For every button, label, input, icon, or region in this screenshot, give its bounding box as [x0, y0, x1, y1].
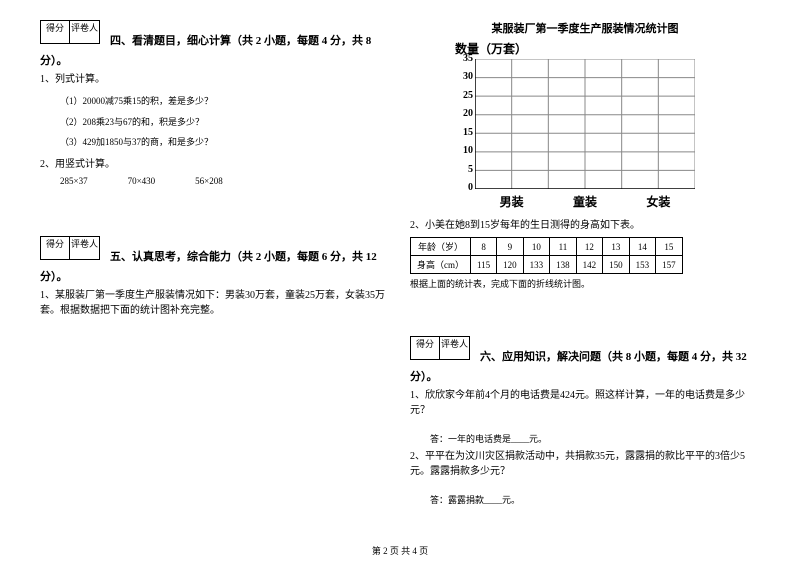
th: 14: [629, 238, 656, 256]
q4-1: 1、列式计算。: [40, 72, 390, 87]
td: 142: [576, 256, 603, 274]
td: 157: [656, 256, 683, 274]
x-labels: 男装 童装 女装: [475, 193, 695, 210]
xlabel: 女装: [646, 193, 670, 210]
grader-label: 评卷人: [440, 336, 470, 360]
score-label: 得分: [410, 336, 440, 360]
q4-1b: （2）208乘23与67的和，积是多少？: [60, 116, 390, 129]
td: 120: [497, 256, 524, 274]
y-axis-label: 数量（万套）: [455, 40, 725, 57]
table-hint: 根据上面的统计表，完成下面的折线统计图。: [410, 278, 760, 292]
grid-svg: [475, 59, 695, 189]
section-5-title: 五、认真思考，综合能力（共 2 小题，每题 6 分，共 12: [110, 248, 390, 264]
score-label: 得分: [40, 20, 70, 44]
grader-label: 评卷人: [70, 20, 100, 44]
grader-label: 评卷人: [70, 236, 100, 260]
section-5-title-end: 分）。: [40, 268, 390, 284]
td: 150: [603, 256, 630, 274]
td: 115: [471, 256, 497, 274]
ytick: 10: [453, 145, 473, 156]
th: 9: [497, 238, 524, 256]
th: 8: [471, 238, 497, 256]
q6-2: 2、平平在为汶川灾区捐款活动中，共捐款35元，露露捐的款比平平的3倍少5元。露露…: [410, 449, 760, 479]
section-4-title-end: 分）。: [40, 52, 390, 68]
chart-area: 数量（万套） 35 30 25 20 15 10 5 0: [445, 40, 725, 210]
td: 138: [550, 256, 577, 274]
ytick: 0: [453, 182, 473, 193]
a6-2: 答：露露捐款____元。: [430, 493, 760, 506]
ytick: 35: [453, 53, 473, 64]
ytick: 30: [453, 71, 473, 82]
ytick: 25: [453, 90, 473, 101]
q5-1: 1、某服装厂第一季度生产服装情况如下：男装30万套，童装25万套，女装35万套。…: [40, 288, 390, 318]
section-4-title: 四、看清题目，细心计算（共 2 小题，每题 4 分，共 8: [110, 32, 390, 48]
height-table: 年龄（岁） 8 9 10 11 12 13 14 15 身高（cm） 115 1…: [410, 237, 683, 274]
td: 身高（cm）: [411, 256, 471, 274]
th: 年龄（岁）: [411, 238, 471, 256]
th: 11: [550, 238, 577, 256]
table-intro: 2、小美在她8到15岁每年的生日测得的身高如下表。: [410, 218, 760, 233]
ytick: 20: [453, 108, 473, 119]
right-column: 某服装厂第一季度生产服装情况统计图 数量（万套） 35 30 25 20 15 …: [410, 20, 760, 530]
calc-row: 285×37 70×430 56×208: [60, 176, 390, 186]
ytick: 5: [453, 164, 473, 175]
chart-title: 某服装厂第一季度生产服装情况统计图: [410, 20, 760, 36]
table-row: 身高（cm） 115 120 133 138 142 150 153 157: [411, 256, 683, 274]
left-column: 得分 评卷人 四、看清题目，细心计算（共 2 小题，每题 4 分，共 8 分）。…: [40, 20, 390, 530]
page-footer: 第 2 页 共 4 页: [0, 544, 800, 557]
calc-2: 70×430: [128, 176, 156, 186]
td: 153: [629, 256, 656, 274]
th: 12: [576, 238, 603, 256]
th: 15: [656, 238, 683, 256]
calc-1: 285×37: [60, 176, 88, 186]
th: 13: [603, 238, 630, 256]
score-label: 得分: [40, 236, 70, 260]
q4-1c: （3）429加1850与37的商，和是多少？: [60, 136, 390, 149]
xlabel: 男装: [500, 193, 524, 210]
a6-1: 答：一年的电话费是____元。: [430, 432, 760, 445]
xlabel: 童装: [573, 193, 597, 210]
table-row: 年龄（岁） 8 9 10 11 12 13 14 15: [411, 238, 683, 256]
section-6-title-end: 分）。: [410, 368, 760, 384]
q4-2: 2、用竖式计算。: [40, 157, 390, 172]
section-6-title: 六、应用知识，解决问题（共 8 小题，每题 4 分，共 32: [480, 348, 760, 364]
td: 133: [523, 256, 550, 274]
y-ticks: 35 30 25 20 15 10 5 0: [453, 53, 473, 193]
chart-grid: 35 30 25 20 15 10 5 0: [475, 59, 695, 189]
q4-1a: （1）20000减75乘15的积，差是多少？: [60, 95, 390, 108]
calc-3: 56×208: [195, 176, 223, 186]
th: 10: [523, 238, 550, 256]
ytick: 15: [453, 127, 473, 138]
q6-1: 1、欣欣家今年前4个月的电话费是424元。照这样计算，一年的电话费是多少元？: [410, 388, 760, 418]
